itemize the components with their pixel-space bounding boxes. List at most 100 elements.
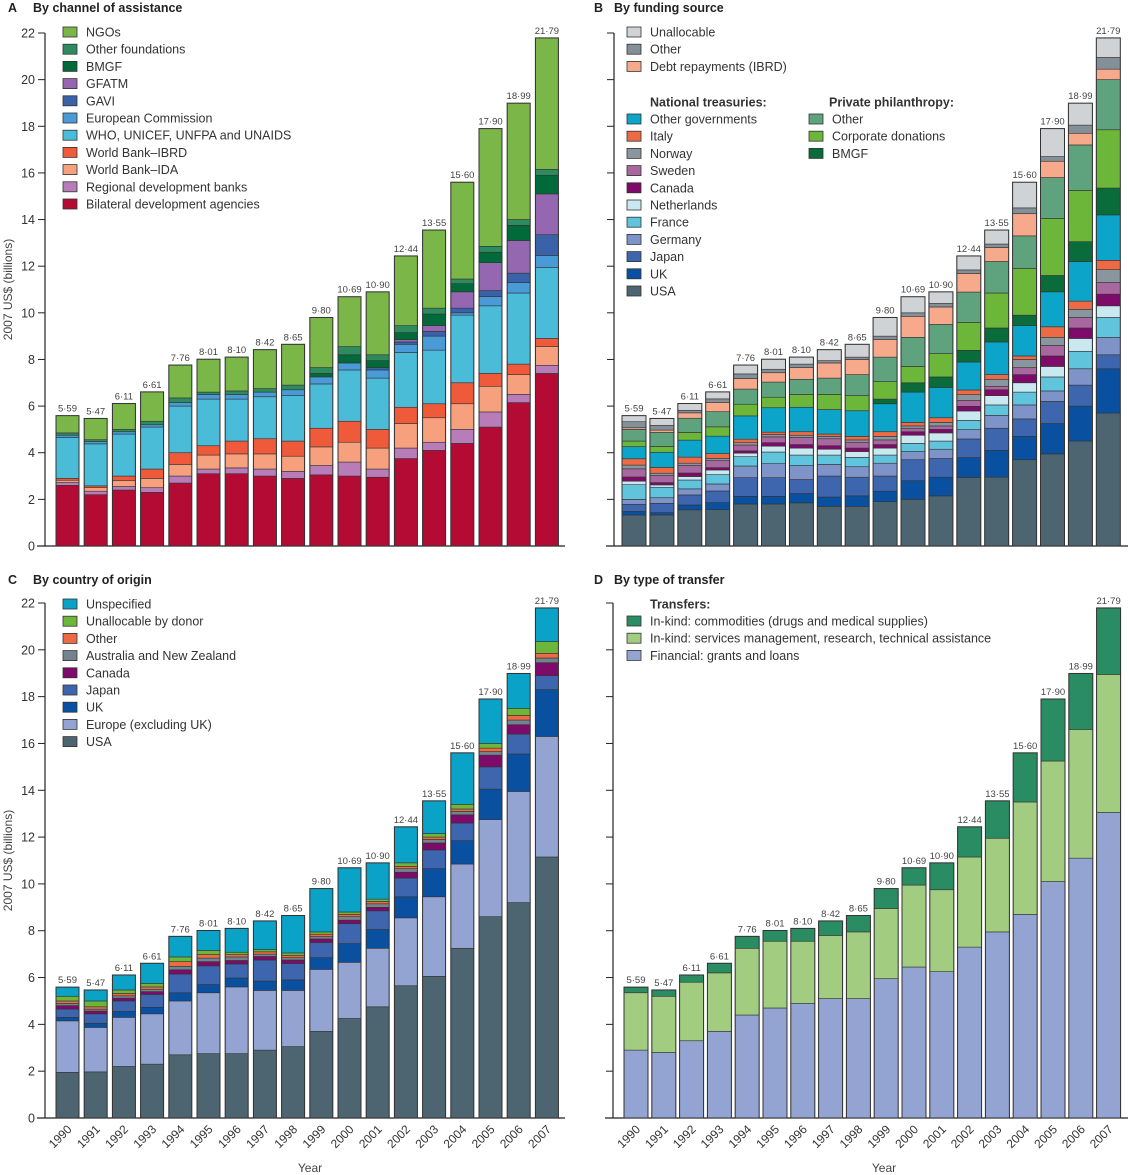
bar-segment [365, 947, 390, 1008]
bar-1994: 7·76 [168, 924, 193, 1119]
bar-segment [478, 819, 503, 917]
total-label: 15·60 [450, 170, 474, 181]
bar-outline [623, 986, 649, 1119]
bar-1994: 7·76 [168, 353, 193, 547]
bar-1997: 8·42 [818, 909, 844, 1119]
bar-segment [649, 503, 675, 513]
legend-swatch [62, 198, 78, 210]
bar-segment [790, 940, 816, 1004]
bar-segment [1040, 345, 1065, 357]
bar-segment [621, 480, 647, 485]
bar-1995: 8·01 [196, 347, 221, 547]
legend-swatch [62, 684, 78, 696]
bar-segment [651, 989, 677, 997]
bar-segment [900, 312, 926, 317]
bar-segment [140, 988, 164, 992]
x-tick-label: 2007 [1087, 1122, 1116, 1151]
bar-segment [900, 451, 926, 461]
bar-outline [1040, 128, 1065, 547]
bar-outline [534, 37, 559, 547]
legend-label: European Commission [86, 112, 212, 126]
bar-segment [705, 426, 731, 437]
bar-segment [281, 389, 305, 396]
legend-label: Debt repayments (IBRD) [650, 60, 787, 74]
bar-segment [168, 475, 193, 484]
bar-segment [140, 994, 164, 1008]
bar-1994: 7·76 [734, 924, 760, 1119]
bar-segment [224, 440, 249, 455]
bar-segment [1012, 314, 1037, 326]
bar-segment [140, 478, 164, 489]
bar-segment [621, 503, 647, 512]
bar-segment [649, 425, 675, 431]
bar-segment [1012, 325, 1037, 357]
bar-segment [1040, 177, 1065, 219]
bar-segment [224, 954, 249, 958]
bar-segment [365, 901, 390, 905]
bar-1996: 8·10 [224, 345, 249, 547]
x-tick-label: 1990 [46, 1122, 75, 1151]
bar-2005: 17·90 [1040, 117, 1065, 547]
bar-2003: 13·55 [422, 789, 446, 1119]
bar-outline [901, 867, 927, 1119]
panel-b: B By funding source 5·59 5·47 6·11 6·61 7·76 8·… [594, 1, 1128, 547]
bar-segment [1068, 102, 1093, 126]
bar-outline [168, 935, 193, 1119]
y-tick-label: 4 [28, 446, 35, 460]
legend-label: France [650, 216, 689, 230]
bar-segment [83, 490, 108, 495]
bar-segment [450, 382, 475, 405]
bar-segment [872, 436, 898, 441]
total-label: 5·47 [652, 406, 671, 417]
bar-2006: 18·99 [1067, 91, 1093, 547]
x-tick-label: 1996 [215, 1122, 244, 1151]
legend-label: Unallocable [650, 26, 715, 40]
bar-segment [478, 698, 503, 744]
bar-2000: 10·69 [901, 856, 927, 1119]
bar-2004: 15·60 [1012, 170, 1038, 547]
bar-segment [1096, 37, 1121, 58]
bar-segment [984, 385, 1010, 391]
bar-segment [196, 1053, 221, 1119]
bar-segment [281, 955, 305, 958]
bar-outline [478, 128, 503, 547]
bar-segment [506, 673, 531, 709]
bar-outline [506, 672, 531, 1119]
legend-label: Other foundations [86, 43, 185, 57]
bar-segment [762, 1007, 788, 1119]
y-tick-label: 8 [28, 353, 35, 367]
bar-segment [281, 990, 305, 1047]
bar-segment [83, 1000, 108, 1008]
x-tick-label: 2004 [1004, 1122, 1033, 1151]
bar-segment [309, 1031, 334, 1119]
bar-segment [506, 719, 531, 726]
bar-segment [450, 291, 475, 309]
bar-segment [1068, 132, 1093, 146]
bar-segment [506, 402, 531, 547]
bar-segment [984, 476, 1010, 547]
bar-segment [761, 434, 786, 438]
bar-segment [224, 453, 249, 469]
bar-segment [535, 675, 559, 690]
legend-label: USA [650, 285, 676, 299]
bar-2006: 18·99 [1068, 661, 1094, 1119]
bar-segment [844, 374, 870, 396]
bar-segment [761, 407, 786, 433]
bar-segment [844, 356, 870, 360]
bar-outline [761, 358, 786, 547]
bar-outline [928, 291, 954, 547]
bar-segment [677, 504, 703, 511]
bar-segment [928, 303, 954, 308]
bar-segment [761, 445, 786, 453]
bar-segment [506, 282, 531, 294]
bar-segment [900, 422, 926, 427]
bar-2007: 21·79 [1096, 596, 1122, 1119]
bar-segment [450, 863, 475, 949]
total-label: 9·80 [312, 305, 331, 316]
legend-label: BMGF [832, 147, 868, 161]
panel-d: D By type of transfer 5·59 1990 5·47 1991 6·11… [594, 573, 1128, 1175]
y-tick-label: 6 [28, 971, 35, 985]
y-tick-label: 12 [21, 260, 35, 274]
bar-segment [112, 486, 136, 491]
legend-label: Canada [86, 666, 130, 680]
